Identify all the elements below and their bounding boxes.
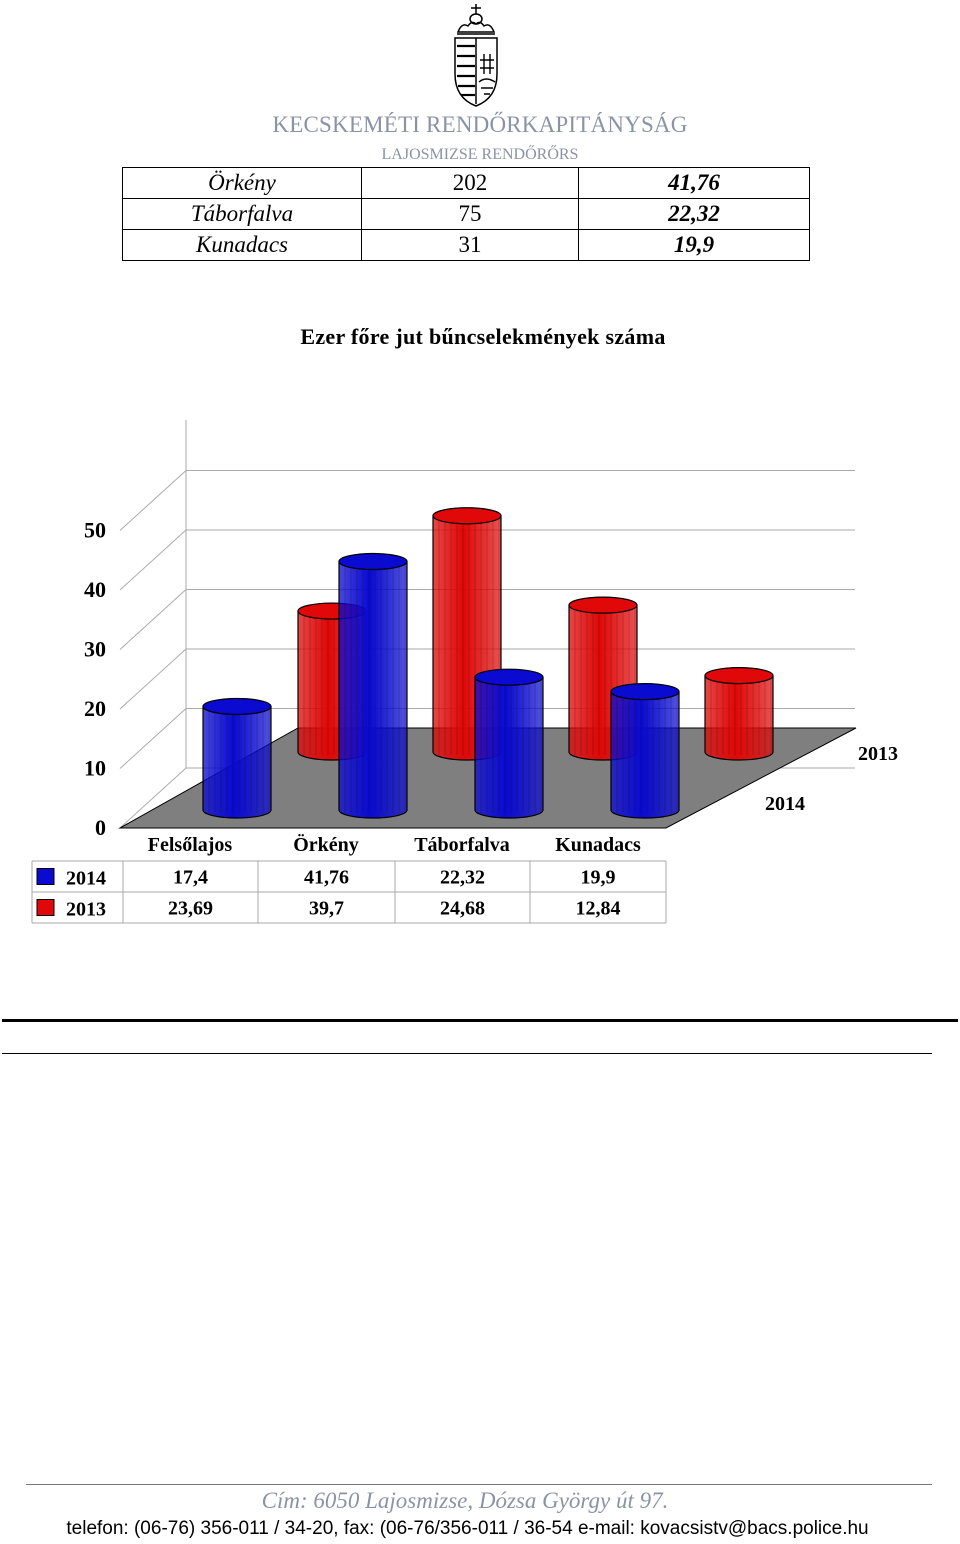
table-row: Kunadacs 31 19,9 xyxy=(122,229,810,261)
divider-line xyxy=(2,1053,932,1054)
gridline-side xyxy=(119,529,187,591)
legend-swatch xyxy=(36,899,55,916)
data-label: 39,7 xyxy=(309,898,344,920)
category-label: Felsőlajos xyxy=(148,834,233,856)
footer-contact: telefon: (06-76) 356-011 / 34-20, fax: (… xyxy=(66,1518,869,1539)
category-label: Kunadacs xyxy=(555,834,641,856)
data-label: 41,76 xyxy=(304,867,349,889)
rate-cell: 19,9 xyxy=(578,229,810,261)
bar-cylinder xyxy=(474,676,544,819)
legend-label: 2014 xyxy=(66,868,106,890)
bar-cylinder xyxy=(610,690,680,819)
category-label: Táborfalva xyxy=(414,834,510,856)
settlement-cell: Kunadacs xyxy=(122,229,362,261)
organization-name: KECSKEMÉTI RENDŐRKAPITÁNYSÁG xyxy=(272,112,688,137)
y-tick-label: 40 xyxy=(84,577,106,602)
data-label: 23,69 xyxy=(168,898,213,920)
y-tick-label: 0 xyxy=(95,815,106,840)
depth-label-2013: 2013 xyxy=(858,743,898,765)
y-tick-label: 50 xyxy=(84,518,106,543)
gridline-side xyxy=(119,708,187,769)
data-label: 17,4 xyxy=(173,867,208,889)
bar-cylinder xyxy=(202,705,272,819)
divider-line xyxy=(2,1019,958,1022)
footer-divider xyxy=(26,1484,932,1485)
y-tick-label: 10 xyxy=(84,756,106,781)
bar-top xyxy=(474,668,544,686)
gridline-side xyxy=(119,648,187,710)
bar-top xyxy=(568,596,638,614)
footer-address: Cím: 6050 Lajosmizse, Dózsa György út 97… xyxy=(261,1488,669,1513)
gridline-side xyxy=(119,589,187,650)
y-tick-label: 20 xyxy=(84,696,106,721)
settlement-cell: Örkény xyxy=(122,167,362,199)
rate-cell: 22,32 xyxy=(578,198,810,230)
gridline-side xyxy=(119,470,187,531)
bar-cylinder xyxy=(338,560,408,819)
statistics-table: Örkény 202 41,76 Táborfalva 75 22,32 Kun… xyxy=(122,167,810,261)
table-row: Táborfalva 75 22,32 xyxy=(122,198,810,230)
coat-of-arms-icon xyxy=(454,4,498,107)
chart-title: Ezer főre jut bűncselekmények száma xyxy=(300,324,666,349)
rate-cell: 41,76 xyxy=(578,167,810,199)
legend-swatch xyxy=(36,868,55,885)
settlement-cell: Táborfalva xyxy=(122,198,362,230)
count-cell: 75 xyxy=(361,198,579,230)
table-row: Örkény 202 41,76 xyxy=(122,167,810,199)
bar-top xyxy=(610,682,680,701)
gridline-side xyxy=(119,767,187,829)
data-label: 22,32 xyxy=(440,867,485,889)
category-label: Örkény xyxy=(293,833,359,856)
bar-top xyxy=(338,552,408,571)
y-tick-label: 30 xyxy=(84,637,106,662)
bar-top xyxy=(202,697,272,716)
unit-name: LAJOSMIZSE RENDŐRŐRS xyxy=(381,146,579,163)
data-label: 19,9 xyxy=(581,867,616,889)
bar-cylinder xyxy=(704,675,774,761)
crime-rate-chart: 0 10 20 30 40 50 2014 2013 Felsőlajos Örkény Tábor… xyxy=(31,420,898,924)
bar-top xyxy=(432,507,502,525)
count-cell: 202 xyxy=(361,167,579,199)
data-label: 12,84 xyxy=(576,898,621,920)
bar-top xyxy=(704,667,774,685)
data-label: 24,68 xyxy=(440,898,485,920)
legend-label: 2013 xyxy=(66,899,106,921)
depth-label-2014: 2014 xyxy=(765,793,805,815)
count-cell: 31 xyxy=(361,229,579,261)
